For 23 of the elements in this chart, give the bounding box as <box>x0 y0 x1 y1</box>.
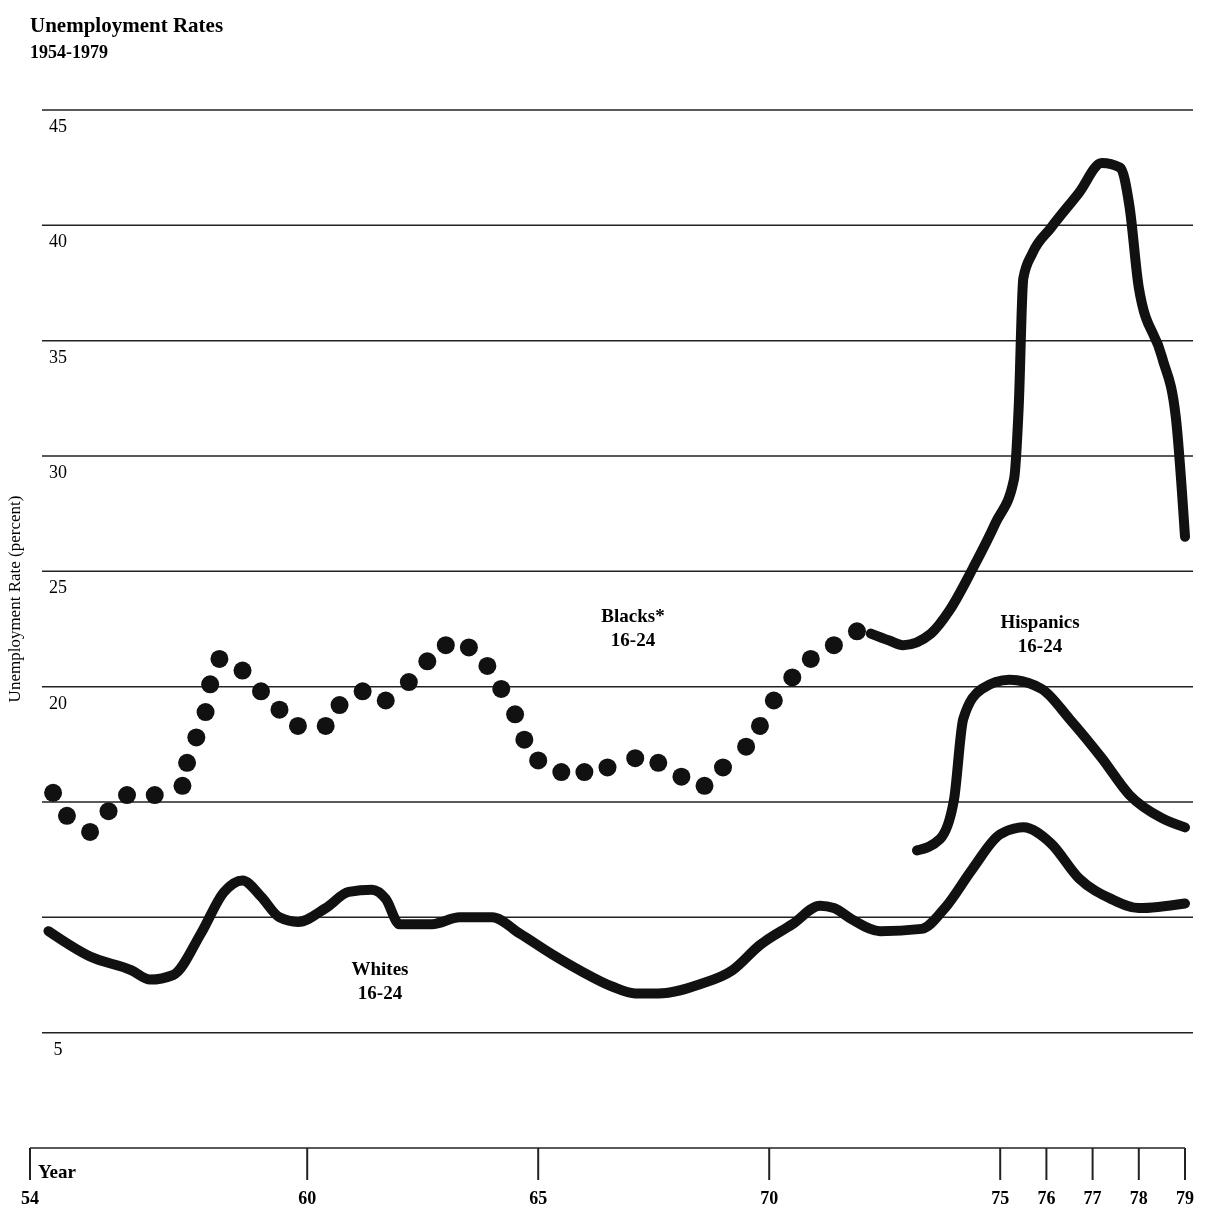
x-tick-label: 79 <box>1176 1188 1194 1208</box>
x-tick-label: 70 <box>760 1188 779 1208</box>
y-tick-label: 5 <box>53 1038 63 1059</box>
annotation: Blacks* 16-24 <box>601 605 665 650</box>
y-tick-label: 35 <box>49 346 67 367</box>
x-tick-label: 75 <box>991 1188 1010 1208</box>
annotation: Whites 16-24 <box>351 958 409 1003</box>
y-axis-title: Unemployment Rate (percent) <box>5 495 24 703</box>
y-tick-label: 20 <box>49 692 67 713</box>
x-tick-label: 60 <box>298 1188 317 1208</box>
x-axis-title: Year <box>38 1161 77 1182</box>
x-tick-label: 78 <box>1129 1188 1148 1208</box>
y-tick-label: 40 <box>49 231 67 252</box>
y-tick-label: 25 <box>49 577 67 598</box>
y-tick-label: 30 <box>49 462 67 482</box>
x-tick-label: 54 <box>21 1188 39 1208</box>
x-tick-label: 77 <box>1083 1188 1102 1208</box>
x-tick-label: 65 <box>529 1188 548 1208</box>
y-tick-label: 45 <box>49 116 67 136</box>
chart-subtitle: 1954-1979 <box>30 42 108 62</box>
annotation: Hispanics 16-24 <box>1000 611 1080 656</box>
chart-title: Unemployment Rates <box>30 13 224 37</box>
x-tick-label: 76 <box>1037 1188 1056 1208</box>
